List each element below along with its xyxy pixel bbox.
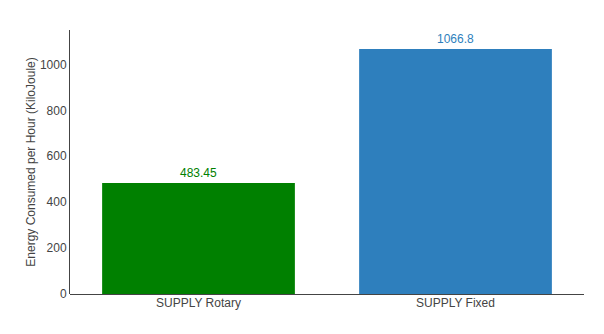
svg-text:SUPPLY Fixed: SUPPLY Fixed [416,296,495,310]
svg-text:SUPPLY Rotary: SUPPLY Rotary [156,296,241,310]
svg-text:0: 0 [60,287,67,301]
svg-text:483.45: 483.45 [180,166,217,180]
svg-text:1066.8: 1066.8 [437,32,474,46]
svg-text:600: 600 [47,149,67,163]
svg-text:400: 400 [47,195,67,209]
svg-text:1000: 1000 [40,58,67,72]
svg-text:Energy Consumed per Hour (Kilo: Energy Consumed per Hour (KiloJoule) [24,57,38,266]
svg-text:200: 200 [47,241,67,255]
svg-text:800: 800 [47,104,67,118]
